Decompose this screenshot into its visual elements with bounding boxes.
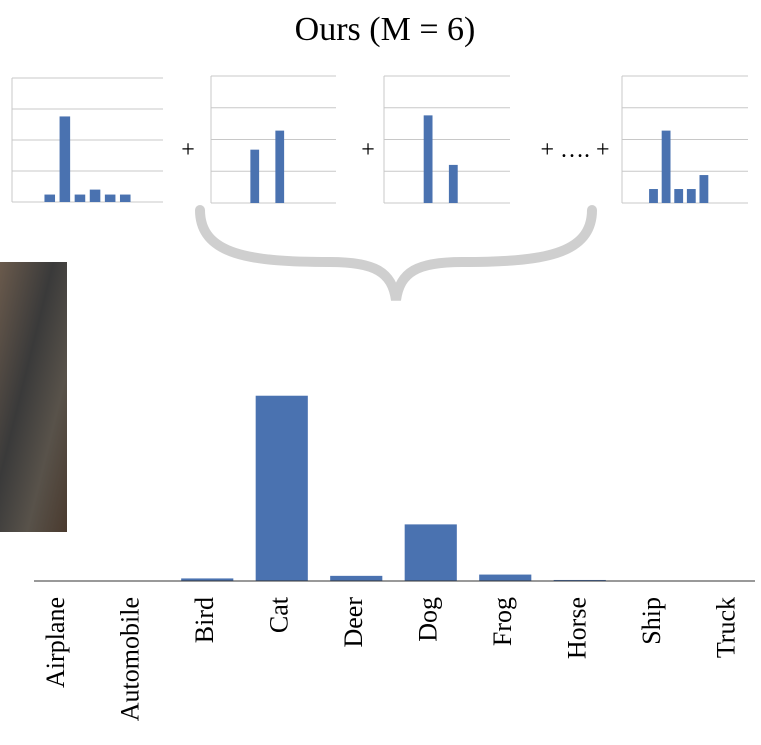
x-tick-label: Deer: [339, 597, 368, 648]
x-tick-label: Dog: [414, 597, 443, 642]
x-tick-label: Bird: [190, 597, 219, 643]
bar: [275, 131, 284, 203]
bar: [649, 189, 658, 203]
bar: [90, 190, 101, 202]
bar: [662, 131, 671, 203]
x-tick-label: Truck: [712, 597, 741, 658]
operator: +: [361, 137, 375, 163]
bar: [44, 195, 55, 202]
bar: [60, 116, 71, 202]
bar: [256, 396, 308, 581]
x-tick-label: Cat: [265, 596, 294, 633]
x-tick-label: Automobile: [116, 597, 145, 721]
bar: [687, 189, 696, 203]
bar: [449, 165, 458, 203]
bar: [479, 575, 531, 581]
bar: [405, 524, 457, 581]
bar: [75, 195, 86, 202]
x-tick-label: Airplane: [41, 597, 70, 688]
bar: [120, 195, 131, 202]
operator: + …. +: [540, 137, 609, 163]
bar: [250, 150, 259, 203]
figure-title: Ours (M = 6): [295, 11, 476, 48]
brace: [200, 210, 592, 300]
figure: Ours (M = 6) + + + …. + Airplane Automobi…: [0, 0, 761, 745]
bar: [330, 576, 382, 581]
bar: [424, 115, 433, 203]
x-tick-label: Ship: [637, 597, 666, 645]
x-tick-label: Horse: [563, 597, 592, 659]
x-tick-label: Frog: [488, 597, 517, 646]
bar: [699, 175, 708, 203]
input-image: [0, 262, 67, 532]
bar: [674, 189, 683, 203]
bar: [105, 195, 116, 202]
operator: +: [181, 137, 195, 163]
